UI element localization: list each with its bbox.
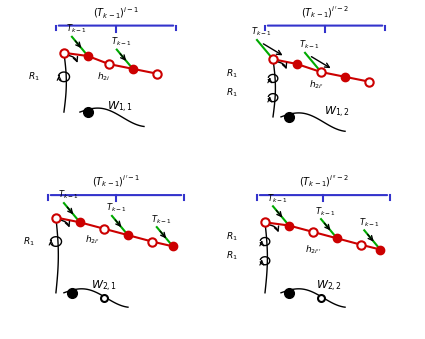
- Text: $h_{2i}$: $h_{2i}$: [97, 71, 110, 83]
- Text: $R_1$: $R_1$: [23, 235, 35, 248]
- Text: $R_1$: $R_1$: [28, 71, 40, 83]
- Text: $W_{2,2}$: $W_{2,2}$: [316, 279, 342, 294]
- Text: $T_{k-1}$: $T_{k-1}$: [58, 189, 79, 201]
- Text: $T_{k-1}$: $T_{k-1}$: [251, 26, 272, 38]
- Text: $W_{1,2}$: $W_{1,2}$: [324, 104, 350, 120]
- Text: $(T_{k-1})^{i-1}$: $(T_{k-1})^{i-1}$: [93, 5, 139, 21]
- Text: $h_{2i'}$: $h_{2i'}$: [309, 79, 324, 91]
- Text: $T_{k-1}$: $T_{k-1}$: [315, 205, 336, 218]
- Text: $R_1$: $R_1$: [226, 231, 238, 243]
- Text: $T_{k-1}$: $T_{k-1}$: [300, 39, 320, 51]
- Text: $T_{k-1}$: $T_{k-1}$: [106, 202, 127, 214]
- Text: $R_1$: $R_1$: [226, 86, 238, 99]
- Text: $h_{2i'}$: $h_{2i'}$: [85, 234, 100, 246]
- Text: $W_{1,1}$: $W_{1,1}$: [107, 100, 133, 115]
- Text: $T_{k-1}$: $T_{k-1}$: [111, 36, 132, 48]
- Text: $T_{k-1}$: $T_{k-1}$: [151, 213, 172, 225]
- Text: $T_{k-1}$: $T_{k-1}$: [66, 23, 87, 35]
- Text: $T_{k-1}$: $T_{k-1}$: [267, 192, 288, 205]
- Text: $(T_{k-1})^{i'-1}$: $(T_{k-1})^{i'-1}$: [92, 174, 140, 190]
- Text: $R_1$: $R_1$: [226, 67, 238, 80]
- Text: $T_{k-1}$: $T_{k-1}$: [359, 216, 380, 229]
- Text: $h_{2i''}$: $h_{2i''}$: [305, 243, 321, 256]
- Text: $R_1$: $R_1$: [226, 250, 238, 262]
- Text: $W_{2,1}$: $W_{2,1}$: [91, 279, 117, 294]
- Text: $(T_{k-1})^{i''-2}$: $(T_{k-1})^{i''-2}$: [298, 174, 348, 190]
- Text: $(T_{k-1})^{i'-2}$: $(T_{k-1})^{i'-2}$: [301, 5, 349, 21]
